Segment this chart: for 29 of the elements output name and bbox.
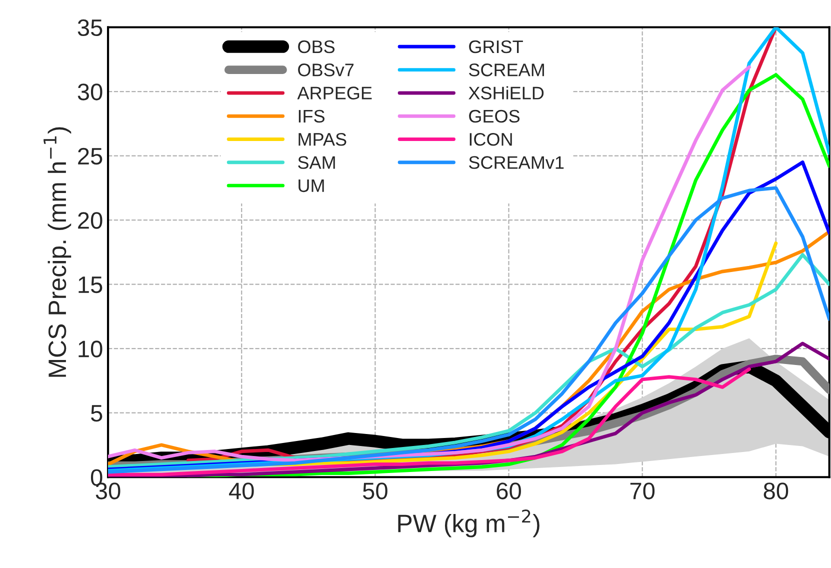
legend-label: SAM — [298, 156, 335, 169]
y-tick-label: 10 — [78, 340, 102, 358]
legend-label: OBSv7 — [298, 64, 354, 76]
y-axis-title: MCS Precip. (mm h$^{−1}$) — [44, 127, 72, 377]
x-axis-title: PW (kg m$^{−2}$) — [398, 510, 540, 538]
x-tick-label: 50 — [362, 482, 388, 500]
x-tick-label: 70 — [630, 482, 655, 500]
x-tick-label: 80 — [764, 482, 788, 500]
legend-label: GEOS — [469, 110, 520, 123]
x-tick-label: 40 — [229, 482, 254, 500]
y-tick-label: 5 — [90, 405, 102, 422]
legend-label: MPAS — [298, 132, 346, 146]
x-tick-label: 60 — [496, 482, 521, 500]
legend-label: ARPEGE — [297, 86, 372, 100]
line-series — [108, 367, 751, 476]
y-tick-label: 15 — [78, 276, 102, 294]
legend-label: OBS — [298, 40, 335, 54]
legend-label: XSHiELD — [468, 86, 544, 100]
legend-label: IFS — [298, 110, 324, 123]
legend-label: SCREAM — [468, 64, 544, 76]
legend-label: GRIST — [469, 40, 523, 54]
y-tick-label: 25 — [78, 148, 102, 165]
y-tick-label: 20 — [78, 212, 102, 229]
y-tick-label: 35 — [78, 19, 102, 36]
legend-label: ICON — [470, 132, 512, 146]
legend-label: SCREAMv1 — [468, 156, 564, 169]
legend-label: UM — [298, 179, 324, 192]
y-tick-label: 30 — [78, 84, 102, 100]
line-series — [108, 65, 751, 462]
